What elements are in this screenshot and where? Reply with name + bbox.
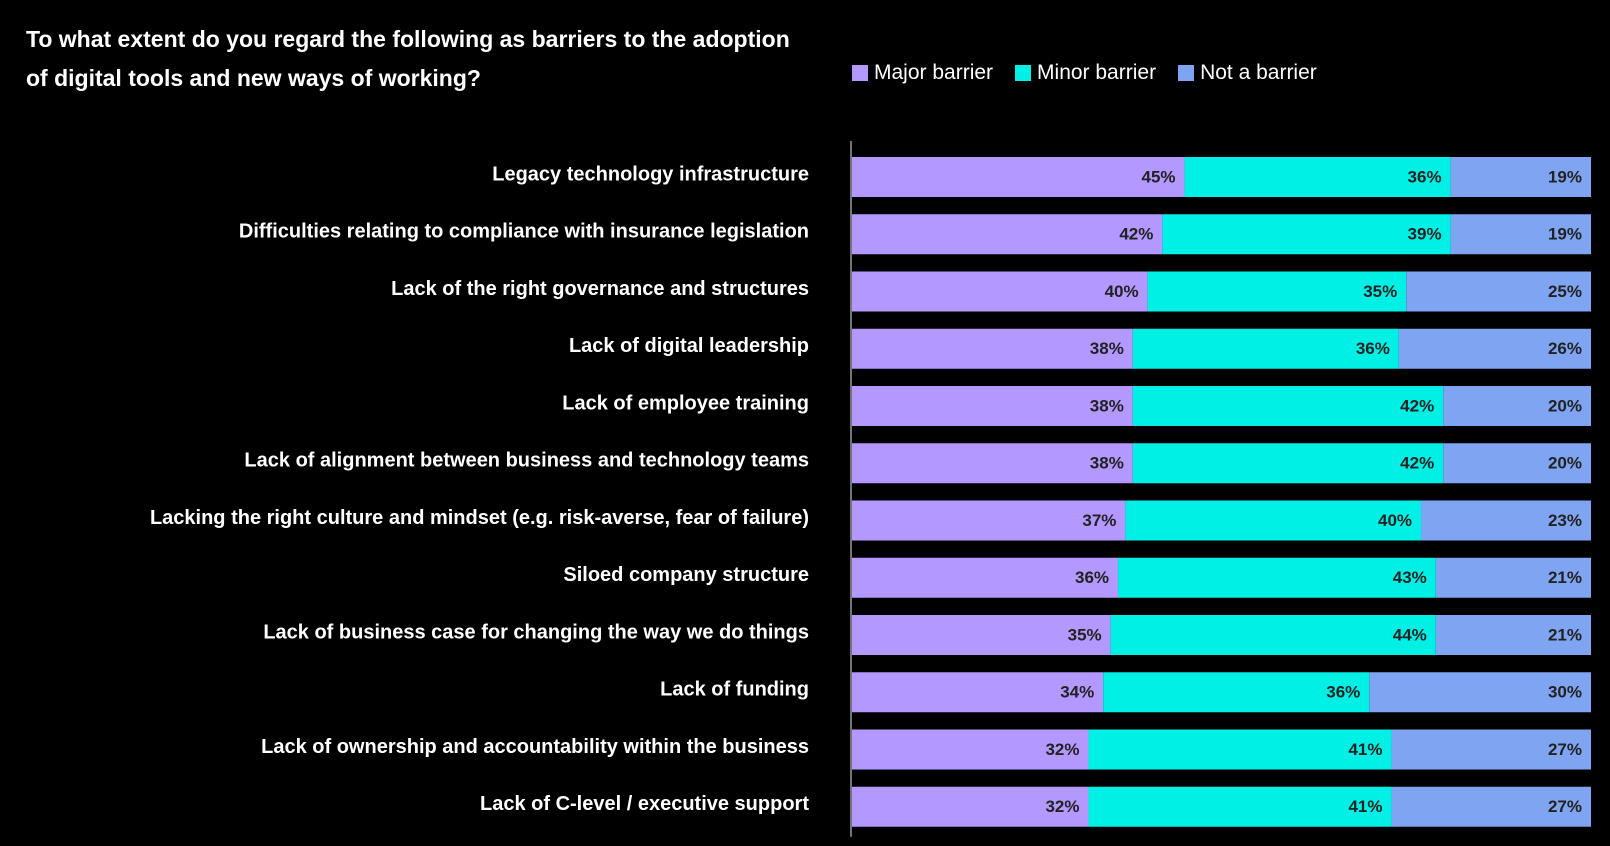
bar-major-barrier xyxy=(852,157,1185,197)
bar-minor-barrier xyxy=(1132,386,1444,426)
category-label: Lack of business case for changing the w… xyxy=(263,621,809,643)
data-label-minor-barrier: 42% xyxy=(1400,396,1434,415)
data-label-minor-barrier: 41% xyxy=(1348,740,1382,759)
data-label-minor-barrier: 36% xyxy=(1408,167,1442,186)
bar-major-barrier xyxy=(852,729,1089,770)
bar-major-barrier xyxy=(852,386,1133,426)
bar-minor-barrier xyxy=(1125,500,1422,541)
category-label: Lack of digital leadership xyxy=(569,335,809,357)
bar-major-barrier xyxy=(852,500,1126,541)
category-label: Difficulties relating to compliance with… xyxy=(239,221,809,243)
data-label-major-barrier: 38% xyxy=(1090,339,1124,358)
data-label-major-barrier: 35% xyxy=(1068,625,1102,644)
data-label-major-barrier: 37% xyxy=(1082,511,1116,530)
bar-major-barrier xyxy=(852,443,1133,484)
category-label: Lack of ownership and accountability wit… xyxy=(261,736,809,758)
legend: Major barrier Minor barrier Not a barrie… xyxy=(852,60,1339,86)
bar-major-barrier xyxy=(852,271,1148,312)
legend-item-minor-barrier: Minor barrier xyxy=(1015,61,1156,85)
category-label: Lack of C-level / executive support xyxy=(480,793,809,815)
bar-not-a-barrier xyxy=(1450,157,1591,197)
chart-title: To what extent do you regard the followi… xyxy=(26,26,790,91)
data-label-not-a-barrier: 20% xyxy=(1548,396,1582,415)
legend-swatch-major-barrier xyxy=(852,65,868,81)
data-label-not-a-barrier: 27% xyxy=(1548,740,1582,759)
data-label-not-a-barrier: 30% xyxy=(1548,683,1582,702)
data-label-not-a-barrier: 20% xyxy=(1548,454,1582,473)
bar-minor-barrier xyxy=(1147,271,1407,312)
bar-not-a-barrier xyxy=(1450,214,1591,255)
data-label-not-a-barrier: 27% xyxy=(1548,797,1582,816)
bar-minor-barrier xyxy=(1088,786,1392,827)
bar-not-a-barrier xyxy=(1391,729,1591,770)
data-label-not-a-barrier: 19% xyxy=(1548,167,1582,186)
data-label-minor-barrier: 36% xyxy=(1356,339,1390,358)
data-label-minor-barrier: 39% xyxy=(1408,225,1442,244)
data-label-not-a-barrier: 23% xyxy=(1548,511,1582,530)
data-label-not-a-barrier: 21% xyxy=(1548,625,1582,644)
data-label-major-barrier: 42% xyxy=(1119,225,1153,244)
bar-major-barrier xyxy=(852,672,1104,713)
data-label-major-barrier: 40% xyxy=(1105,282,1139,301)
category-label: Lack of the right governance and structu… xyxy=(391,278,809,300)
bar-minor-barrier xyxy=(1088,729,1392,770)
data-label-major-barrier: 32% xyxy=(1045,740,1079,759)
data-label-major-barrier: 45% xyxy=(1142,167,1176,186)
bar-not-a-barrier xyxy=(1398,328,1591,369)
data-label-not-a-barrier: 21% xyxy=(1548,568,1582,587)
legend-label-major-barrier: Major barrier xyxy=(874,61,994,84)
bar-major-barrier xyxy=(852,615,1111,655)
bar-major-barrier xyxy=(852,328,1133,369)
bar-not-a-barrier xyxy=(1406,271,1591,312)
bar-major-barrier xyxy=(852,786,1089,827)
bar-not-a-barrier xyxy=(1391,786,1591,827)
category-label: Lacking the right culture and mindset (e… xyxy=(150,507,809,529)
legend-swatch-not-a-barrier xyxy=(1178,65,1195,81)
bar-not-a-barrier xyxy=(1369,672,1591,713)
data-label-major-barrier: 36% xyxy=(1075,568,1109,587)
category-label: Lack of alignment between business and t… xyxy=(244,450,809,472)
legend-label-not-a-barrier: Not a barrier xyxy=(1200,61,1317,84)
data-label-not-a-barrier: 19% xyxy=(1548,225,1582,244)
category-label: Lack of employee training xyxy=(562,392,809,414)
data-label-minor-barrier: 40% xyxy=(1378,511,1412,530)
data-label-major-barrier: 38% xyxy=(1090,396,1124,415)
data-label-minor-barrier: 36% xyxy=(1326,683,1360,702)
category-label: Siloed company structure xyxy=(563,564,809,586)
data-label-minor-barrier: 35% xyxy=(1363,282,1397,301)
bar-not-a-barrier xyxy=(1421,500,1591,541)
category-label: Legacy technology infrastructure xyxy=(492,163,809,185)
data-label-major-barrier: 32% xyxy=(1045,797,1079,816)
data-label-minor-barrier: 43% xyxy=(1393,568,1427,587)
bar-not-a-barrier xyxy=(1435,557,1591,598)
bar-minor-barrier xyxy=(1162,214,1451,255)
bar-not-a-barrier xyxy=(1435,615,1591,655)
bar-minor-barrier xyxy=(1132,328,1399,369)
data-label-not-a-barrier: 26% xyxy=(1548,339,1582,358)
bar-minor-barrier xyxy=(1110,615,1436,655)
data-label-major-barrier: 34% xyxy=(1060,683,1094,702)
bar-minor-barrier xyxy=(1118,557,1436,598)
data-label-minor-barrier: 42% xyxy=(1400,454,1434,473)
data-label-not-a-barrier: 25% xyxy=(1548,282,1582,301)
legend-label-minor-barrier: Minor barrier xyxy=(1037,61,1157,84)
data-label-minor-barrier: 44% xyxy=(1393,625,1427,644)
bar-minor-barrier xyxy=(1103,672,1370,713)
bar-minor-barrier xyxy=(1184,157,1451,197)
bar-not-a-barrier xyxy=(1443,386,1591,426)
legend-item-not-a-barrier: Not a barrier xyxy=(1178,61,1317,85)
bar-minor-barrier xyxy=(1132,443,1444,484)
legend-swatch-minor-barrier xyxy=(1015,65,1032,81)
bar-not-a-barrier xyxy=(1443,443,1591,484)
bar-major-barrier xyxy=(852,214,1163,255)
data-label-minor-barrier: 41% xyxy=(1348,797,1382,816)
data-label-major-barrier: 38% xyxy=(1090,454,1124,473)
category-label: Lack of funding xyxy=(660,679,809,701)
legend-item-major-barrier: Major barrier xyxy=(852,61,993,85)
bar-major-barrier xyxy=(852,557,1119,598)
